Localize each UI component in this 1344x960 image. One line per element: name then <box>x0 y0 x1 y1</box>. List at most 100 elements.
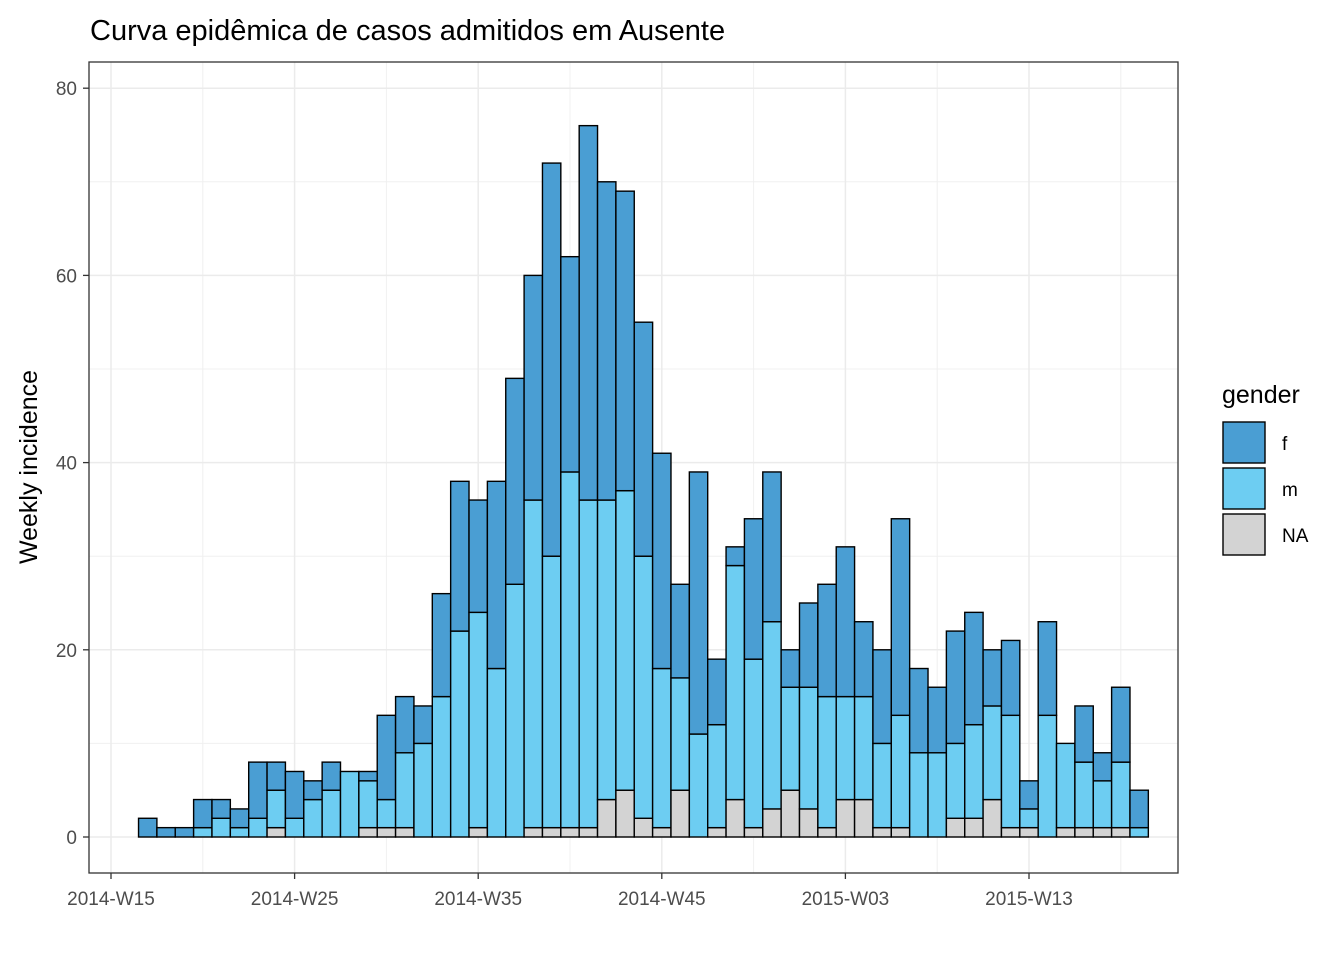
bar-m-50 <box>1055 742 1076 829</box>
legend-key-m <box>1222 467 1266 510</box>
bar-m-30 <box>688 733 709 838</box>
bar-f-23 <box>560 255 580 473</box>
bar-na-32 <box>725 798 746 838</box>
x-tick-label: 2014-W25 <box>251 889 339 910</box>
bar-m-31 <box>707 723 727 829</box>
bar-na-52 <box>1092 826 1113 838</box>
bar-m-10 <box>321 789 342 838</box>
bar-m-3 <box>192 826 213 838</box>
bar-m-16 <box>431 695 452 838</box>
y-tick-label: 20 <box>56 641 77 662</box>
bar-f-0 <box>137 817 158 838</box>
bar-na-22 <box>541 826 562 838</box>
bar-m-24 <box>578 499 599 829</box>
bar-f-9 <box>303 780 323 801</box>
bar-m-28 <box>651 667 672 829</box>
bar-f-5 <box>229 808 250 829</box>
bar-m-9 <box>303 798 323 838</box>
bar-m-36 <box>798 686 819 810</box>
bar-f-46 <box>982 649 1003 707</box>
bar-na-50 <box>1055 826 1076 838</box>
bar-f-41 <box>890 518 911 717</box>
bar-na-48 <box>1019 826 1039 838</box>
x-tick-label: 2015-W03 <box>802 889 890 910</box>
bar-f-1 <box>156 826 176 838</box>
bar-m-45 <box>964 723 984 819</box>
bar-m-25 <box>596 499 617 801</box>
x-axis: 2014-W15 2014-W25 2014-W35 2014-W45 2015-W03… <box>67 873 1073 910</box>
bar-na-23 <box>560 826 580 838</box>
bar-na-33 <box>743 826 764 838</box>
bar-m-26 <box>615 489 635 791</box>
y-tick-label: 40 <box>56 454 77 475</box>
bar-na-35 <box>780 789 801 838</box>
bar-f-52 <box>1092 752 1113 782</box>
bar-f-32 <box>725 546 746 567</box>
bar-f-19 <box>486 480 507 670</box>
bar-na-18 <box>468 826 489 838</box>
bar-f-25 <box>596 181 617 501</box>
bar-f-7 <box>266 761 287 791</box>
bar-m-29 <box>670 677 691 791</box>
bar-na-38 <box>835 798 856 838</box>
bar-f-13 <box>376 714 397 801</box>
bar-na-28 <box>651 826 672 838</box>
bar-na-7 <box>266 826 287 838</box>
bar-na-31 <box>707 826 727 838</box>
bar-f-33 <box>743 518 764 660</box>
bar-f-49 <box>1037 621 1058 717</box>
bar-f-34 <box>762 471 782 623</box>
bar-f-20 <box>505 377 525 585</box>
bar-f-44 <box>945 630 966 745</box>
bar-f-3 <box>192 798 213 829</box>
bar-m-27 <box>633 555 654 819</box>
bar-f-8 <box>284 770 305 819</box>
bar-na-51 <box>1074 826 1094 838</box>
bar-na-26 <box>615 789 635 838</box>
bar-m-5 <box>229 826 250 838</box>
bar-m-40 <box>872 742 893 829</box>
bar-na-41 <box>890 826 911 838</box>
bar-na-25 <box>596 798 617 838</box>
bar-f-48 <box>1019 780 1039 810</box>
bar-f-42 <box>908 667 929 754</box>
bar-m-47 <box>1000 714 1021 829</box>
bar-na-21 <box>523 826 544 838</box>
bar-m-23 <box>560 471 580 829</box>
bar-na-13 <box>376 826 397 838</box>
bar-f-27 <box>633 321 654 557</box>
legend-key-f <box>1222 421 1266 464</box>
bar-m-15 <box>413 742 434 838</box>
bar-f-38 <box>835 546 856 698</box>
bar-m-35 <box>780 686 801 791</box>
bar-f-51 <box>1074 705 1094 763</box>
x-tick-label: 2015-W13 <box>985 889 1073 910</box>
chart-title: Curva epidêmica de casos admitidos em Au… <box>90 15 725 47</box>
bar-m-22 <box>541 555 562 829</box>
bar-m-4 <box>211 817 232 838</box>
bar-na-37 <box>817 826 837 838</box>
bar-m-42 <box>908 752 929 838</box>
bar-f-53 <box>1110 686 1131 763</box>
y-axis: 0 20 40 60 80 <box>56 79 89 849</box>
bar-m-51 <box>1074 761 1094 829</box>
legend-label-m: m <box>1282 480 1298 501</box>
bar-na-47 <box>1000 826 1021 838</box>
legend-label-na: NA <box>1282 526 1309 547</box>
bar-m-12 <box>358 780 378 829</box>
bar-f-16 <box>431 592 452 698</box>
bar-f-54 <box>1129 789 1150 829</box>
bar-m-33 <box>743 658 764 829</box>
bar-m-48 <box>1019 808 1039 829</box>
y-axis-title: Weekly incidence <box>15 370 43 564</box>
y-tick-label: 80 <box>56 79 77 100</box>
bar-na-24 <box>578 826 599 838</box>
bar-f-31 <box>707 658 727 726</box>
bar-m-21 <box>523 499 544 829</box>
bar-m-44 <box>945 742 966 819</box>
bar-na-14 <box>394 826 415 838</box>
bar-f-22 <box>541 162 562 557</box>
bar-na-27 <box>633 817 654 838</box>
bar-m-18 <box>468 611 489 829</box>
